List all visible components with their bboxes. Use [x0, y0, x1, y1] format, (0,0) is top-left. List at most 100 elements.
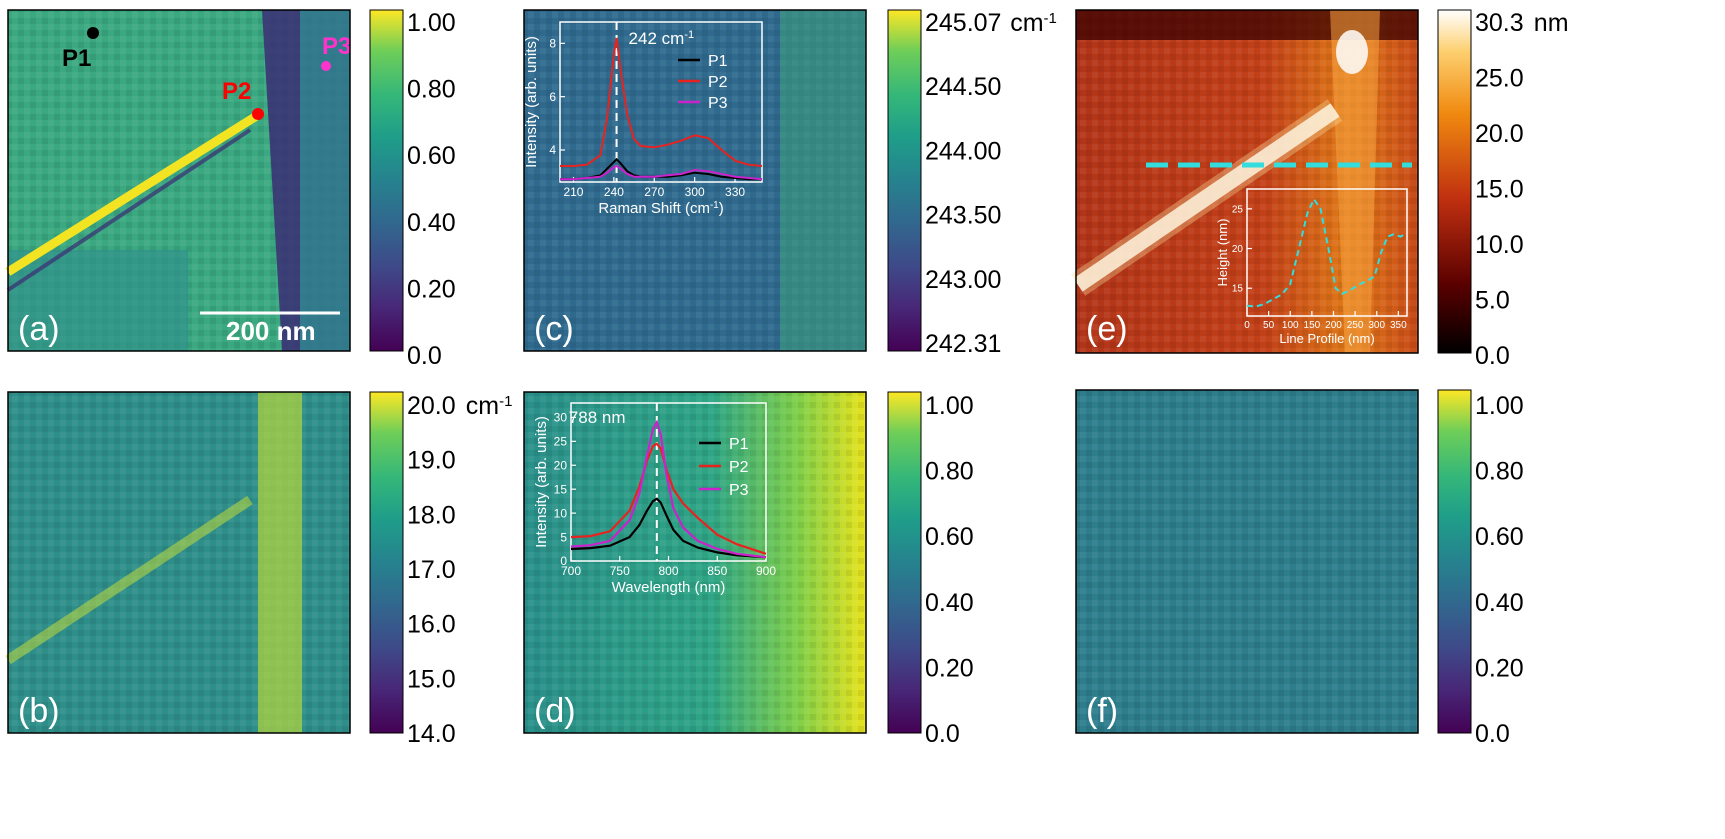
colorbar-e-tick-2: 20.0	[1475, 120, 1524, 148]
inset-e-ylabel: Height (nm)	[1215, 219, 1230, 287]
inset-c-annotation: 242 cm-1	[629, 29, 695, 48]
inset-c-xlabel: Raman Shift (cm-1)	[598, 200, 723, 218]
colorbar-b-unit: cm-1	[466, 392, 513, 420]
colorbar-c-tick-0: 245.07	[925, 9, 1001, 37]
panel-e-label: (e)	[1086, 310, 1128, 348]
panel-b-label: (b)	[18, 692, 60, 730]
inset-c-frame	[559, 21, 763, 183]
colorbar-a-tick-3: 0.40	[407, 209, 456, 237]
inset-e-xtick-5: 250	[1347, 320, 1364, 331]
inset-d-annotation: 788 nm	[569, 408, 626, 427]
panel-f: (f)	[1075, 389, 1472, 734]
colorbar-f-tick-2: 0.60	[1475, 523, 1524, 551]
panel-e-colorbar	[1437, 9, 1472, 354]
inset-c-xtick-1: 240	[604, 185, 624, 199]
inset-d-ytick-0: 0	[560, 554, 567, 568]
point-p3-label: P3	[322, 33, 351, 60]
inset-e-xtick-6: 300	[1368, 320, 1385, 331]
point-p2-label: P2	[222, 78, 251, 105]
colorbar-c-tick-1: 244.50	[925, 73, 1001, 101]
inset-d-ytick-3: 15	[554, 482, 568, 496]
colorbar-a-tick-4: 0.20	[407, 275, 456, 303]
colorbar-c-tick-4: 243.00	[925, 266, 1001, 294]
inset-c-series-p3	[560, 164, 763, 181]
colorbar-f-tick-4: 0.20	[1475, 654, 1524, 682]
inset-e-xlabel: Line Profile (nm)	[1279, 331, 1374, 346]
inset-e-xtick-4: 200	[1325, 320, 1342, 331]
colorbar-e-tick-5: 5.0	[1475, 287, 1510, 315]
point-p2-marker	[252, 108, 264, 120]
panel-c-label: (c)	[534, 310, 574, 348]
colorbar-d-tick-0: 1.00	[925, 392, 974, 420]
colorbar-b-tick-6: 14.0	[407, 720, 456, 748]
colorbar-e-tick-4: 10.0	[1475, 231, 1524, 259]
panel-f-colorbar	[1437, 389, 1472, 734]
panel-a-dark-boundary	[262, 10, 300, 351]
inset-d-xtick-4: 900	[756, 564, 776, 578]
inset-d-series-p3	[570, 419, 767, 559]
inset-d-xtick-1: 750	[610, 564, 630, 578]
colorbar-e-tick-6: 0.0	[1475, 342, 1510, 370]
inset-c-legend-p2: P2	[708, 74, 728, 91]
inset-e-series-profile	[1246, 197, 1406, 308]
panel-e-nanowire	[1073, 103, 1340, 292]
inset-d-xtick-3: 850	[707, 564, 727, 578]
colorbar-e-tick-3: 15.0	[1475, 176, 1524, 204]
panel-a-colorbar	[369, 9, 404, 352]
colorbar-b-tick-4: 16.0	[407, 611, 456, 639]
colorbar-d-tick-4: 0.20	[925, 654, 974, 682]
colorbar-c-tick-5: 242.31	[925, 330, 1001, 358]
inset-c-xtick-0: 210	[563, 185, 583, 199]
inset-d-ytick-5: 25	[554, 435, 568, 449]
panel-d: 700 750 800 850 900 0 5 10 15 20 25 30 Wavelength (n…	[523, 391, 922, 734]
point-p3-marker	[321, 61, 331, 71]
panel-a-label: (a)	[18, 310, 60, 348]
panel-b-nanowire	[5, 495, 253, 665]
colorbar-a-tick-5: 0.0	[407, 342, 442, 370]
inset-c-series-p2	[560, 37, 763, 167]
colorbar-a-tick-2: 0.60	[407, 142, 456, 170]
inset-c-ytick-2: 8	[549, 37, 556, 51]
colorbar-b-tick-0: 20.0	[407, 392, 456, 420]
inset-e-xtick-3: 150	[1304, 320, 1321, 331]
inset-d-legend-p2: P2	[729, 459, 749, 476]
inset-c-legend-p1: P1	[708, 53, 728, 70]
colorbar-b-tick-5: 15.0	[407, 665, 456, 693]
colorbar-e-unit: nm	[1534, 9, 1569, 37]
inset-d-legend-p1: P1	[729, 436, 749, 453]
panel-a-lower-region	[8, 250, 188, 351]
inset-d-ytick-1: 5	[560, 530, 567, 544]
panel-c-inset-plot: 210 240 270 300 330 4 6 8 Raman Shift (cm-1) Inte…	[523, 21, 763, 218]
inset-d-series-p1	[570, 497, 767, 559]
panel-f-label: (f)	[1086, 692, 1118, 730]
colorbar-c-tick-2: 244.00	[925, 137, 1001, 165]
panel-e-inset-plot: 0 50 100 150 200 250 300 350 15 20 25 Line Profile …	[1215, 188, 1408, 346]
colorbar-b-tick-1: 19.0	[407, 447, 456, 475]
colorbar-e-tick-1: 25.0	[1475, 65, 1524, 93]
inset-e-frame	[1246, 188, 1408, 317]
inset-e-xtick-0: 0	[1244, 320, 1250, 331]
colorbar-a-tick-0: 1.00	[407, 9, 456, 37]
panel-e-ridge	[1330, 10, 1380, 353]
inset-d-xtick-0: 700	[561, 564, 581, 578]
inset-c-ytick-0: 4	[549, 143, 556, 157]
panel-d-inset-plot: 700 750 800 850 900 0 5 10 15 20 25 30 Wavelength (n…	[533, 402, 776, 596]
inset-c-xtick-2: 270	[644, 185, 664, 199]
inset-c-xtick-3: 300	[685, 185, 705, 199]
inset-d-xtick-2: 800	[658, 564, 678, 578]
colorbar-f-tick-0: 1.00	[1475, 392, 1524, 420]
colorbar-b-tick-2: 18.0	[407, 501, 456, 529]
panel-e-bright-spot	[1336, 30, 1368, 74]
panel-a: P1 P2 P3 200 nm (a)	[5, 9, 404, 352]
colorbar-f-tick-5: 0.0	[1475, 720, 1510, 748]
inset-d-ylabel: Intensity (arb. units)	[533, 416, 550, 548]
inset-c-legend-p3: P3	[708, 95, 728, 112]
colorbar-d-tick-3: 0.40	[925, 589, 974, 617]
colorbar-d-tick-5: 0.0	[925, 720, 960, 748]
inset-e-ytick-0: 15	[1232, 284, 1244, 295]
panel-a-nanowire-edge	[6, 128, 252, 292]
panel-b: (b)	[5, 391, 404, 734]
colorbar-a-tick-1: 0.80	[407, 76, 456, 104]
inset-d-xlabel: Wavelength (nm)	[612, 579, 726, 596]
